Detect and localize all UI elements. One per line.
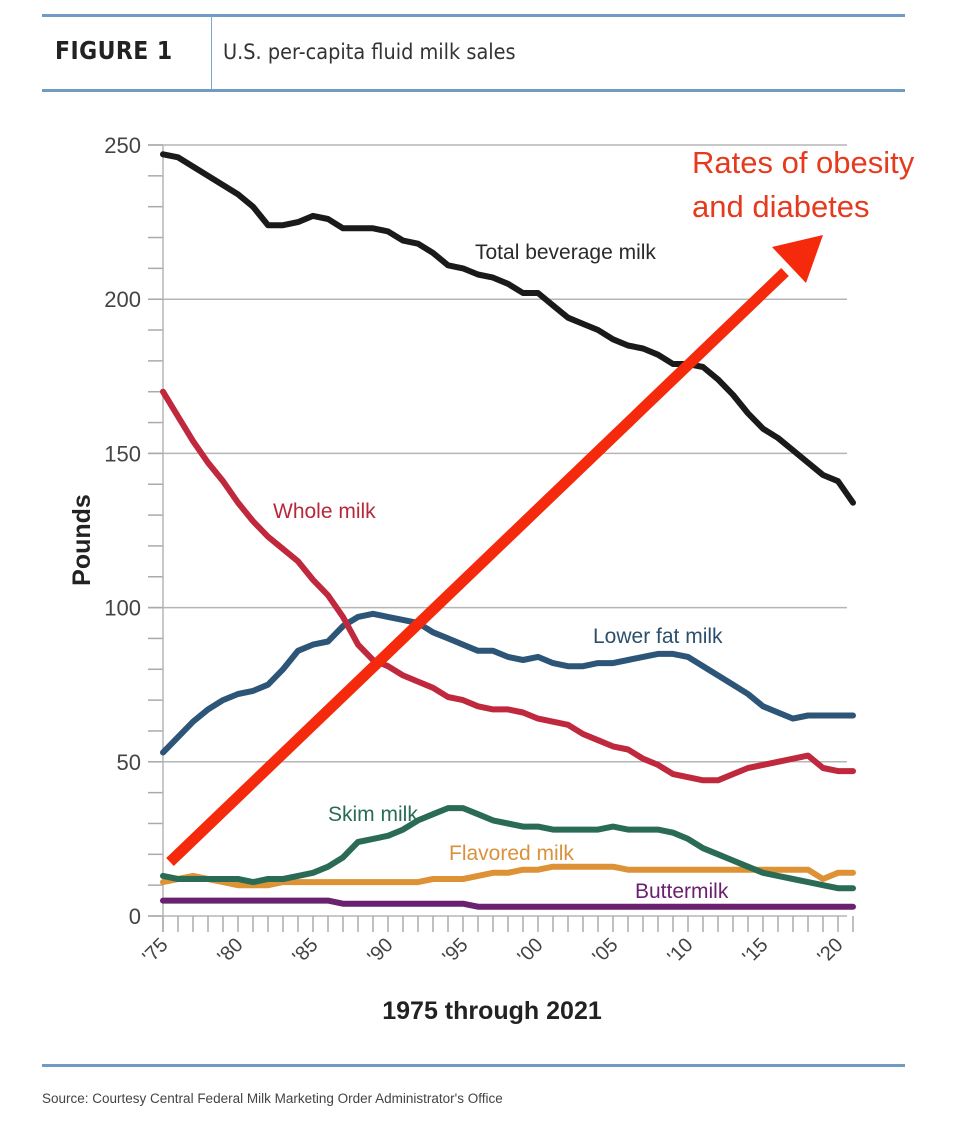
annotation-arrow-shaft [166, 268, 789, 866]
y-axis: 0 50 100 150 200 250 [104, 133, 164, 932]
y-tick-label: 100 [104, 596, 141, 621]
series-line-buttermilk [160, 897, 856, 910]
series-label-buttermilk: Buttermilk [635, 880, 729, 903]
y-tick-label: 0 [129, 904, 141, 929]
line-chart: 0 50 100 150 200 250 '75 '80 '85 '90 '95 '00 '05 '10… [68, 133, 915, 1025]
series-label-flavored-milk: Flavored milk [449, 842, 574, 865]
header-rule-top [42, 14, 905, 17]
series-lines [160, 151, 856, 910]
x-axis: '75 '80 '85 '90 '95 '00 '05 '10 '15 '20 [139, 916, 854, 968]
header-rule-bottom [42, 89, 905, 92]
x-tick-label: '75 [139, 934, 173, 968]
x-tick-label: '15 [739, 934, 773, 968]
y-tick-label: 50 [117, 750, 141, 775]
series-line-skim-milk [160, 805, 856, 892]
series-line-flavored-milk [160, 863, 856, 889]
series-label-whole-milk: Whole milk [273, 500, 376, 523]
source-note: Source: Courtesy Central Federal Milk Ma… [42, 1091, 503, 1106]
series-line-lower-fat-milk [160, 610, 856, 756]
footer-rule [42, 1064, 905, 1067]
y-tick-label: 150 [104, 441, 141, 466]
annotation-line-2: and diabetes [692, 189, 870, 224]
y-axis-title: Pounds [68, 494, 96, 586]
y-tick-label: 250 [104, 133, 141, 158]
figure-label: FIGURE 1 [55, 36, 173, 65]
x-tick-label: '10 [664, 934, 698, 968]
series-label-lower-fat-milk: Lower fat milk [593, 625, 723, 648]
x-tick-label: '80 [214, 934, 248, 968]
series-line-total-beverage-milk [160, 151, 856, 506]
series-label-total-beverage-milk: Total beverage milk [475, 241, 656, 264]
header-divider [211, 16, 212, 90]
x-tick-label: '00 [514, 934, 548, 968]
x-tick-label: '95 [439, 934, 473, 968]
series-line-whole-milk [160, 388, 856, 784]
figure-title: U.S. per-capita fluid milk sales [223, 40, 516, 64]
x-tick-label: '20 [814, 934, 848, 968]
obesity-diabetes-annotation: Rates of obesity and diabetes [166, 145, 915, 866]
x-tick-label: '90 [364, 934, 398, 968]
annotation-arrow-head [772, 235, 823, 283]
x-tick-label: '05 [589, 934, 623, 968]
x-axis-title: 1975 through 2021 [382, 997, 602, 1025]
series-label-skim-milk: Skim milk [328, 803, 418, 826]
x-tick-label: '85 [289, 934, 323, 968]
gridlines [148, 144, 847, 917]
y-tick-label: 200 [104, 287, 141, 312]
annotation-line-1: Rates of obesity [692, 145, 915, 180]
